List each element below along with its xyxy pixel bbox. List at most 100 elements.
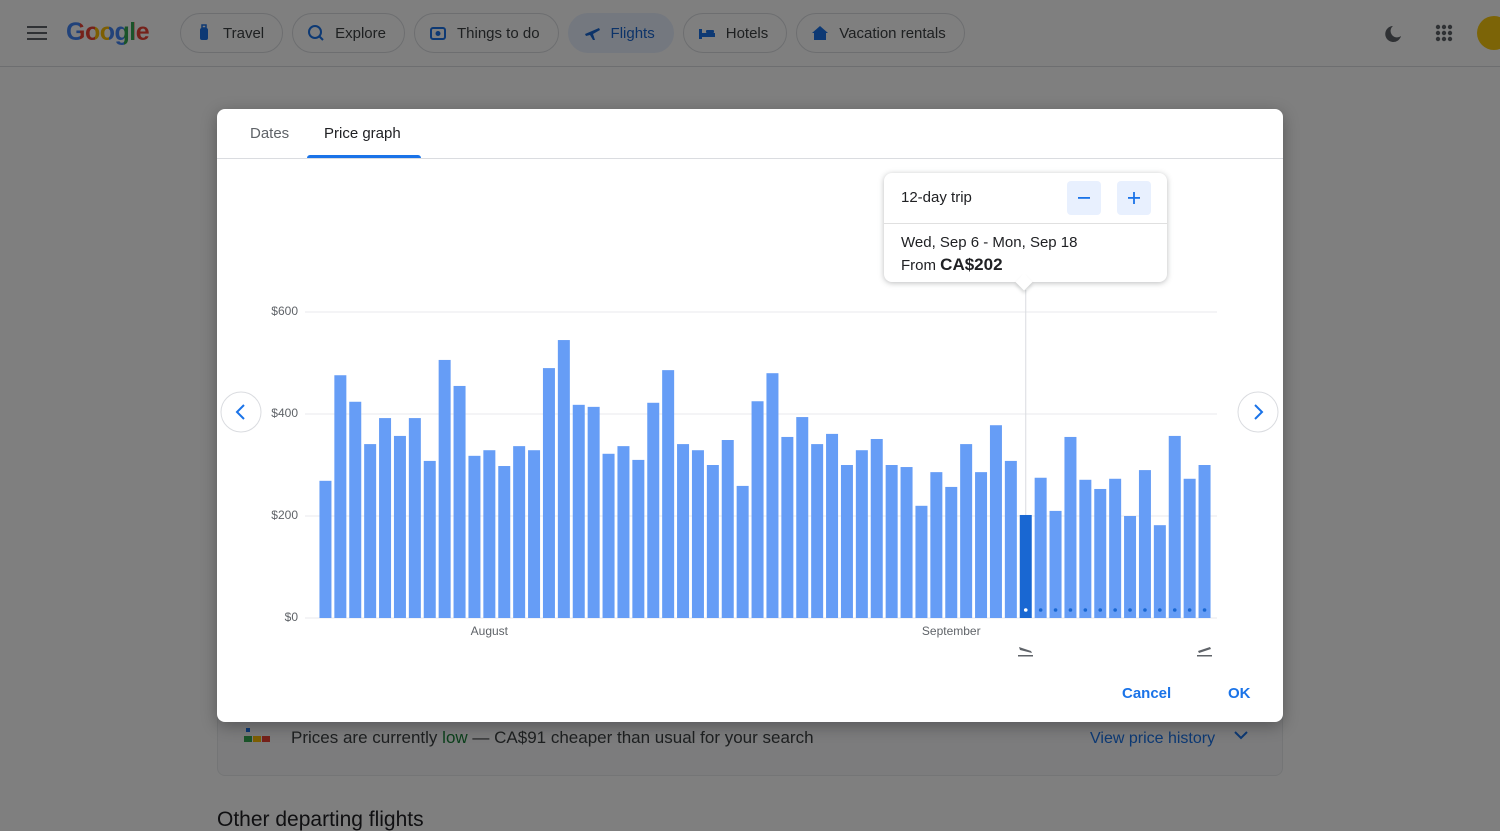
trip-length: 12-day trip xyxy=(901,189,972,206)
ok-button[interactable]: OK xyxy=(1228,685,1251,702)
bar xyxy=(1168,435,1181,618)
bar xyxy=(1004,460,1017,618)
bar xyxy=(557,340,570,618)
bar xyxy=(349,401,362,618)
trip-dot xyxy=(1172,608,1177,612)
bar xyxy=(706,465,719,618)
y-tick-label: $400 xyxy=(271,406,298,420)
y-tick-label: $0 xyxy=(285,610,299,624)
bar xyxy=(751,401,764,618)
bar xyxy=(364,444,377,618)
bar xyxy=(408,418,421,618)
y-tick-label: $200 xyxy=(271,508,298,522)
bar xyxy=(826,433,839,618)
prev-button[interactable] xyxy=(220,391,262,433)
departure-icon xyxy=(1018,647,1033,657)
bar xyxy=(1183,478,1196,618)
bar xyxy=(811,444,824,618)
bar xyxy=(647,402,660,618)
bar xyxy=(1064,436,1077,618)
bar xyxy=(1094,488,1107,618)
trip-dot xyxy=(1143,608,1147,612)
cancel-button[interactable]: Cancel xyxy=(1122,685,1172,702)
bar xyxy=(989,425,1002,618)
bar xyxy=(632,459,645,618)
bar xyxy=(468,455,481,618)
bar xyxy=(587,406,600,618)
price-value: CA$202 xyxy=(940,255,1003,274)
bar xyxy=(393,435,406,618)
bar xyxy=(885,465,898,618)
bar xyxy=(915,505,928,618)
bar xyxy=(1034,477,1047,618)
bar xyxy=(691,450,704,618)
trip-dot xyxy=(1158,608,1162,612)
trip-dot xyxy=(1202,608,1207,612)
bar xyxy=(1049,510,1062,618)
bar xyxy=(1198,465,1211,618)
trip-dot xyxy=(1187,608,1192,612)
next-button[interactable] xyxy=(1237,391,1279,433)
bar xyxy=(945,486,958,618)
bar xyxy=(334,375,347,618)
trip-dot xyxy=(1023,608,1028,612)
bar xyxy=(721,440,734,618)
price-graph-dialog: Dates Price graph $0 $200 $400 $600 August Se… xyxy=(217,109,1283,722)
trip-dot xyxy=(1128,608,1132,612)
divider xyxy=(884,223,1167,224)
bar xyxy=(930,472,943,618)
trip-dot xyxy=(1098,608,1103,612)
x-tick-label: August xyxy=(471,624,509,638)
bar xyxy=(379,418,392,618)
trip-dot xyxy=(1113,608,1117,612)
bar xyxy=(870,438,883,618)
bar xyxy=(453,385,466,618)
trip-dot xyxy=(1053,608,1058,612)
bar xyxy=(1124,516,1137,618)
bar xyxy=(1019,514,1032,618)
bar xyxy=(1079,479,1092,618)
decrease-button[interactable] xyxy=(1067,181,1101,215)
dialog-tab[interactable]: Price graph xyxy=(324,125,401,142)
trip-dot xyxy=(1083,608,1088,612)
bar xyxy=(736,485,749,618)
bar xyxy=(423,460,436,618)
bar xyxy=(1153,525,1166,618)
bar xyxy=(766,373,779,618)
y-tick-label: $600 xyxy=(271,304,298,318)
price-prefix: From xyxy=(901,257,936,274)
bar xyxy=(483,450,496,618)
bar xyxy=(975,472,988,618)
bar xyxy=(542,368,555,618)
trip-dot xyxy=(1068,608,1073,612)
return-icon xyxy=(1197,647,1212,657)
bar xyxy=(1138,470,1151,618)
trip-tooltip: 12-day trip Wed, Sep 6 - Mon, Sep 18 Fro… xyxy=(884,173,1167,291)
trip-dot xyxy=(1038,608,1043,612)
bar xyxy=(617,446,630,618)
bar xyxy=(513,446,526,618)
bar xyxy=(498,466,511,618)
bar xyxy=(438,359,451,618)
bar xyxy=(572,404,585,618)
bar xyxy=(855,450,868,618)
bar xyxy=(900,467,913,618)
bar xyxy=(960,444,973,618)
bar xyxy=(677,444,690,618)
increase-button[interactable] xyxy=(1117,181,1151,215)
bar xyxy=(528,450,541,618)
bar xyxy=(781,436,794,618)
bar xyxy=(1109,478,1122,618)
bar xyxy=(796,417,809,618)
bar xyxy=(840,465,853,618)
trip-price: From CA$202 xyxy=(901,255,1003,275)
bar xyxy=(662,370,675,618)
bar xyxy=(319,480,332,618)
tab-indicator xyxy=(307,155,421,158)
price-chart: $0 $200 $400 $600 August September xyxy=(220,290,1279,657)
bar xyxy=(602,453,615,618)
dialog-tabs: Dates Price graph xyxy=(217,109,1283,159)
x-tick-label: September xyxy=(922,624,981,638)
dialog-tab[interactable]: Dates xyxy=(250,125,290,142)
